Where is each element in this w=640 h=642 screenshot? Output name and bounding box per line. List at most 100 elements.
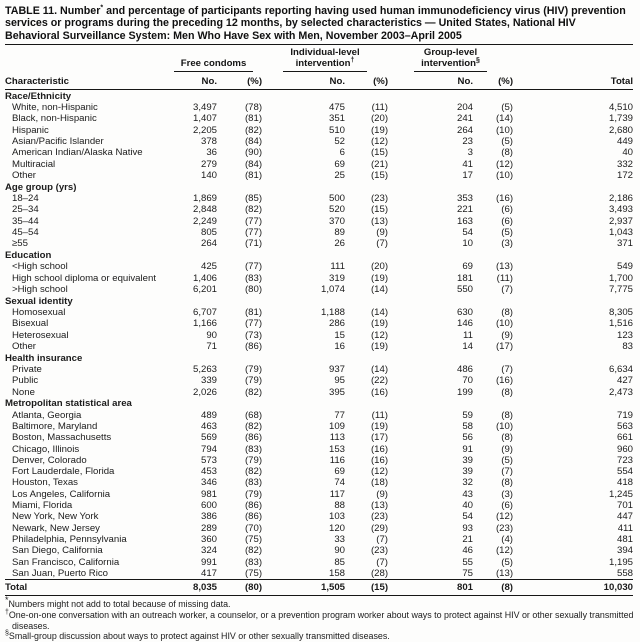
cell-value: (13) — [370, 215, 389, 227]
cell-value: (10) — [495, 318, 514, 330]
cell-value: (5) — [501, 136, 514, 148]
cell-value: (5) — [501, 102, 514, 114]
cell-value: 25 — [334, 169, 346, 181]
cell-total: 332 — [617, 158, 634, 170]
cell-value: (84) — [244, 136, 263, 148]
cell-value: (80) — [244, 283, 263, 295]
row-label: Heterosexual — [12, 329, 69, 341]
cell-total: 4,510 — [609, 102, 634, 114]
cell-value: 59 — [462, 409, 474, 421]
cell-value: (6) — [501, 215, 514, 227]
table-row: 35–44 2,249 (77) 370 (13) 163 (6) 2,937 — [5, 216, 633, 227]
cell-value: 1,505 — [262, 579, 346, 597]
row-label: San Francisco, California — [12, 556, 120, 568]
cell-value: 14 — [462, 340, 474, 352]
cell-value: (70) — [244, 522, 263, 534]
cell-value: (11) — [371, 102, 389, 114]
group-line1: Group-level — [423, 47, 478, 59]
title-rest: and percentage of participants reporting… — [5, 5, 626, 42]
cell-total: 2,680 — [609, 124, 634, 136]
cell-value: (90) — [244, 147, 263, 159]
pct-header: (%) — [217, 74, 263, 91]
cell-value: (23) — [370, 545, 389, 557]
cell-value: 2,026 — [192, 386, 217, 398]
row-label: Hispanic — [12, 124, 49, 136]
data-table: Free condoms Individual-level interventi… — [5, 47, 634, 597]
footnote: †One-on-one conversation with an outreac… — [5, 609, 635, 631]
footnote-marker: † — [5, 609, 9, 617]
table-row: San Francisco, California 991 (83) 85 (7) 55 (… — [5, 557, 633, 568]
cell-value: 199 — [457, 386, 474, 398]
cell-value: 56 — [462, 432, 474, 444]
group-header-individual-level: Individual-level intervention† — [262, 47, 388, 74]
footnotes: *Numbers might not add to total because … — [5, 596, 635, 641]
cell-value: (12) — [495, 511, 514, 523]
cell-value: 6,201 — [192, 283, 217, 295]
row-label: Private — [12, 363, 42, 375]
cell-value: (14) — [495, 113, 514, 125]
cell-value: 69 — [334, 466, 346, 478]
characteristic-header: Characteristic — [5, 74, 165, 91]
cell-value: 85 — [334, 556, 346, 568]
cell-value: (79) — [244, 454, 263, 466]
cell-value: 520 — [329, 204, 346, 216]
section-marker: § — [476, 56, 480, 64]
cell-value: 36 — [206, 147, 217, 159]
cell-value: 353 — [457, 193, 474, 204]
cell-value: (10) — [495, 420, 514, 432]
cell-total: 563 — [617, 420, 634, 432]
cell-total: 418 — [617, 477, 634, 489]
cell-value: 93 — [462, 522, 474, 534]
cell-value: (3) — [501, 488, 514, 500]
footnote-text: Numbers might not add to total because o… — [8, 599, 231, 610]
row-label: Multiracial — [12, 158, 56, 170]
cell-value: (77) — [244, 318, 263, 330]
cell-value: 1,074 — [321, 283, 346, 295]
table-row: Boston, Massachusetts 569 (86) 113 (17) 56 (8)… — [5, 432, 633, 443]
cell-total: 549 — [617, 261, 634, 273]
cell-value: (7) — [501, 283, 514, 295]
cell-total: 558 — [617, 567, 634, 579]
cell-value: 15 — [334, 329, 346, 341]
cell-value: (5) — [501, 226, 514, 238]
table-row: San Juan, Puerto Rico 417 (75) 158 (28) 75 (13… — [5, 568, 633, 580]
group-line2: intervention§ — [421, 56, 480, 70]
table-row: 18–24 1,869 (85) 500 (23) 353 (16) 2,186 — [5, 193, 633, 204]
cell-value: 463 — [200, 420, 217, 432]
no-header: No. — [388, 74, 474, 91]
row-label: White, non-Hispanic — [12, 102, 98, 114]
cell-value: 937 — [329, 363, 346, 375]
cell-value: (86) — [244, 340, 263, 352]
cell-value: 981 — [200, 488, 217, 500]
group-box-individual-level: Individual-level intervention† — [283, 47, 367, 73]
cell-value: (10) — [495, 169, 514, 181]
cell-value: (78) — [244, 102, 263, 114]
cell-value: (16) — [370, 386, 389, 398]
row-label: San Juan, Puerto Rico — [12, 567, 108, 579]
table-row: Miami, Florida 600 (86) 88 (13) 40 (6) 701 — [5, 500, 633, 511]
section-label: Race/Ethnicity — [5, 90, 72, 102]
cell-value: (68) — [244, 409, 263, 421]
row-label: Baltimore, Maryland — [12, 420, 98, 432]
cell-value: (81) — [244, 113, 263, 125]
group-line1: Individual-level — [290, 47, 360, 59]
cell-value: 69 — [462, 261, 474, 273]
group-box-free-condoms: Free condoms — [173, 58, 254, 73]
cell-total: 1,245 — [609, 488, 634, 500]
cell-value: (77) — [244, 215, 263, 227]
cell-value: 630 — [457, 306, 474, 318]
cell-value: 74 — [334, 477, 346, 489]
cell-value: 241 — [457, 113, 474, 125]
no-header: No. — [165, 74, 217, 91]
group-header-free-condoms: Free condoms — [165, 48, 262, 74]
cell-value: (83) — [244, 272, 263, 284]
cell-value: 10 — [462, 238, 474, 250]
row-label: 18–24 — [12, 193, 39, 204]
cell-value: 77 — [334, 409, 346, 421]
cell-value: (9) — [376, 488, 389, 500]
cell-value: (75) — [244, 533, 263, 545]
section-row: Age group (yrs) — [5, 181, 633, 193]
cell-value: (82) — [244, 386, 263, 398]
cell-value: (17) — [495, 340, 514, 352]
cell-value: 46 — [462, 545, 474, 557]
